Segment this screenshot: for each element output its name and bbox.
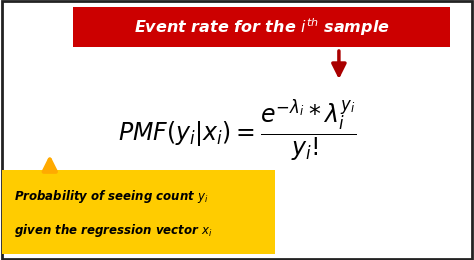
Text: $PMF(y_i|\boldsymbol{x_i}) = \dfrac{e^{-\lambda_i} * \lambda_i^{y_i}}{y_i!}$: $PMF(y_i|\boldsymbol{x_i}) = \dfrac{e^{-… — [118, 97, 356, 163]
Text: given the regression vector $x_i$: given the regression vector $x_i$ — [14, 222, 213, 239]
FancyBboxPatch shape — [2, 170, 275, 254]
FancyBboxPatch shape — [73, 6, 450, 47]
Text: Event rate for the $i^{th}$ sample: Event rate for the $i^{th}$ sample — [134, 16, 390, 37]
Text: Probability of seeing count $y_i$: Probability of seeing count $y_i$ — [14, 188, 209, 205]
